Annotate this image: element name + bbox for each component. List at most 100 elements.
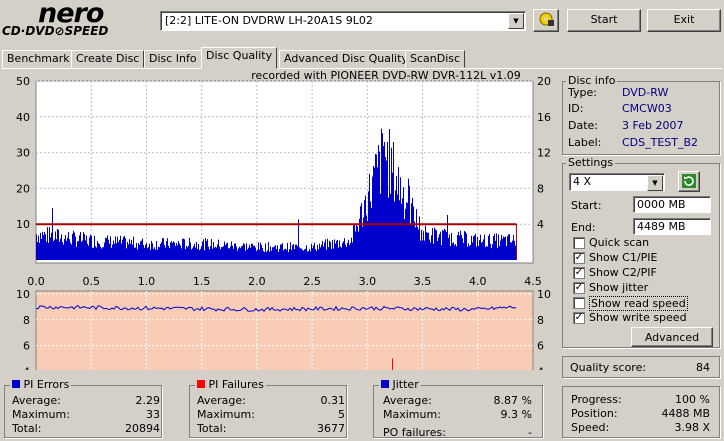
top-y-tick-left: 20: [16, 182, 30, 195]
eject-button[interactable]: [533, 9, 559, 32]
chevron-down-icon[interactable]: ▼: [508, 13, 524, 29]
bottom-y-tick-left: 8: [23, 314, 30, 327]
top-chart-axes: 50 40 30 20 10 20 16 12 8 4 0.0 0.5 1.0 1.5 2.0 2.5 3.0 3…: [16, 75, 551, 288]
end-label: End:: [571, 221, 596, 234]
refresh-button[interactable]: [678, 171, 700, 192]
disc-info-group: [562, 81, 720, 155]
pi-errors-total: 20894: [125, 422, 160, 435]
start-input[interactable]: 0000 MB: [633, 196, 711, 213]
position-label: Position:: [571, 407, 618, 420]
pi-errors-max-label: Maximum:: [12, 408, 70, 421]
speed-value: 4 X: [573, 175, 592, 188]
top-y-tick-right: 8: [537, 182, 544, 195]
disc-quality-charts: recorded with PIONEER DVD-RW DVR-112L v1…: [16, 69, 551, 370]
pi-failures-swatch: [197, 380, 205, 388]
pi-failures-max-label: Maximum:: [197, 408, 255, 421]
top-x-tick: 3.5: [414, 275, 432, 288]
tab-scandisc[interactable]: ScanDisc: [405, 50, 466, 68]
speed-select[interactable]: 4 X ▼: [569, 173, 665, 191]
quality-score-box: [562, 356, 720, 378]
checkbox-label: Show C1/PIE: [589, 251, 658, 264]
checkbox-show-write-speed[interactable]: ✓: [573, 312, 585, 324]
disc-quality-panel: [2, 68, 722, 440]
settings-title: Settings: [566, 156, 616, 169]
top-x-tick: 3.0: [359, 275, 377, 288]
progress-box: [562, 386, 720, 438]
top-x-tick: 4.5: [524, 275, 542, 288]
type-label: Type:: [568, 86, 597, 99]
label-value: CDS_TEST_B2: [622, 136, 699, 149]
top-y-tick-right: 12: [537, 147, 551, 160]
chart-title: recorded with PIONEER DVD-RW DVR-112L v1…: [251, 69, 520, 82]
bottom-y-tick-left: 10: [16, 288, 30, 301]
top-y-tick-left: 10: [16, 218, 30, 231]
jitter-line: [35, 304, 517, 312]
top-y-tick-right: 16: [537, 111, 551, 124]
chevron-down-icon[interactable]: ▼: [647, 175, 663, 191]
top-y-tick-left: 40: [16, 111, 30, 124]
pi-failures-avg: 0.31: [320, 394, 346, 407]
date-label: Date:: [568, 119, 598, 132]
progress-value: 100 %: [675, 393, 710, 406]
bottom-y-tick-right: 8: [537, 314, 544, 327]
tab-disc-quality[interactable]: Disc Quality: [201, 47, 278, 69]
pi-errors-swatch: [12, 380, 20, 388]
checkbox-show-c1-pie[interactable]: ✓: [573, 252, 585, 264]
date-value: 3 Feb 2007: [622, 119, 684, 132]
bottom-y-tick-left: 6: [23, 340, 30, 353]
jitter-title: Jitter: [379, 378, 421, 391]
top-y-tick-left: 50: [16, 75, 30, 88]
disc-icon: [539, 12, 554, 26]
label-label: Label:: [568, 136, 602, 149]
bottom-y-tick-right: 6: [537, 340, 544, 353]
exit-button[interactable]: Exit: [647, 9, 721, 32]
refresh-icon: [682, 174, 696, 188]
tab-advanced-disc-quality[interactable]: Advanced Disc Quality: [279, 50, 413, 68]
position-value: 4488 MB: [661, 407, 710, 420]
checkbox-quick-scan[interactable]: [573, 237, 585, 249]
bottom-bg-high: [35, 290, 534, 370]
checkbox-label: Show read speed: [589, 296, 688, 311]
pi-failures-max: 5: [338, 408, 345, 421]
bottom-frame: [35, 290, 534, 370]
end-input[interactable]: 4489 MB: [633, 218, 711, 235]
top-x-tick: 2.5: [303, 275, 321, 288]
advanced-button[interactable]: Advanced: [631, 327, 713, 347]
quality-score-label: Quality score:: [570, 361, 647, 374]
bottom-y-tick-left: 4: [23, 365, 30, 370]
bottom-y-tick-right: 4: [537, 365, 544, 370]
jitter-avg: 8.87 %: [493, 394, 532, 407]
nero-logo: nero: [38, 0, 104, 29]
checkbox-label: Show C2/PIF: [589, 266, 657, 279]
top-x-tick: 0.5: [82, 275, 100, 288]
id-label: ID:: [568, 102, 584, 115]
jitter-max-label: Maximum:: [383, 408, 441, 421]
checkbox-show-read-speed[interactable]: [573, 297, 585, 309]
pi-errors-group: [4, 385, 162, 438]
top-x-tick: 0.0: [27, 275, 45, 288]
top-y-tick-right: 4: [537, 218, 544, 231]
pi-errors-avg: 2.29: [135, 394, 161, 407]
speed-value: 3.98 X: [674, 421, 710, 434]
id-value: CMCW03: [622, 102, 672, 115]
speed-label: Speed:: [571, 421, 610, 434]
top-x-tick: 1.0: [138, 275, 156, 288]
disc-info-title: Disc info: [566, 74, 618, 87]
cd-dvd-speed-logo: CD·DVD⊘SPEED: [2, 24, 109, 38]
pi-errors-max: 33: [146, 408, 160, 421]
bottom-chart-axes: 1086421086420.00.51.01.52.02.53.03.54.04…: [16, 288, 551, 370]
pi-failures-total: 3677: [317, 422, 345, 435]
tab-create-disc[interactable]: Create Disc: [71, 50, 145, 68]
pi-errors-total-label: Total:: [12, 422, 42, 435]
pi-failures-total-label: Total:: [197, 422, 227, 435]
po-failures-value: -: [528, 426, 532, 439]
start-button[interactable]: Start: [567, 9, 641, 32]
pi-failures-title: PI Failures: [195, 378, 266, 391]
tab-benchmark[interactable]: Benchmark: [2, 50, 75, 68]
pi-errors-avg-label: Average:: [12, 394, 61, 407]
drive-select[interactable]: [2:2] LITE-ON DVDRW LH-20A1S 9L02 ▼: [160, 11, 526, 31]
checkbox-show-jitter[interactable]: ✓: [573, 282, 585, 294]
tab-disc-info[interactable]: Disc Info: [144, 50, 202, 68]
top-x-tick: 1.5: [193, 275, 211, 288]
checkbox-show-c2-pif[interactable]: ✓: [573, 267, 585, 279]
